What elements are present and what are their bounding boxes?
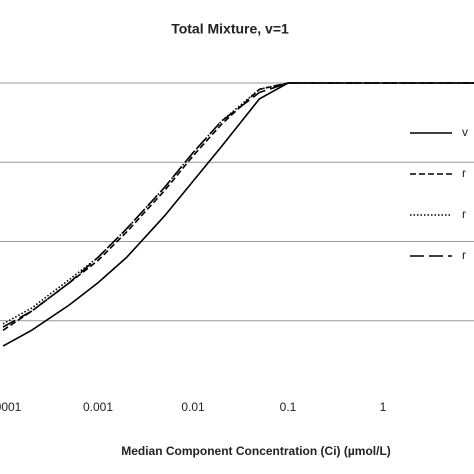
x-tick-label: 0.0001 [0, 400, 22, 414]
x-axis-label: Median Component Concentration (Ci) (µmo… [121, 444, 391, 458]
legend-label: r [462, 166, 466, 180]
chart-title: Total Mixture, v=1 [171, 21, 289, 37]
series-line [2, 82, 474, 331]
legend-label: r [462, 248, 466, 262]
legend-label: r [462, 207, 466, 221]
x-tick-label: 0.1 [280, 400, 297, 414]
series-line [2, 82, 474, 328]
x-tick-label: 1 [380, 400, 387, 414]
series-line [2, 82, 474, 325]
x-tick-label: 0.01 [181, 400, 205, 414]
x-tick-label: 0.001 [83, 400, 113, 414]
series-line [2, 82, 474, 347]
legend-label: v [462, 125, 468, 139]
